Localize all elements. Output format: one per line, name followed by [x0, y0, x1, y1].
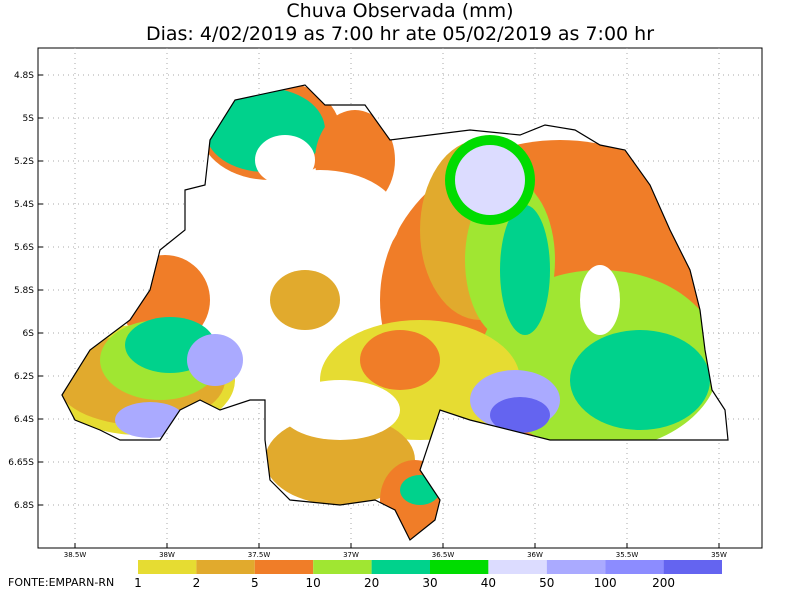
legend: 1 2 5 10 20 30 40 50 100 200 — [134, 560, 722, 590]
lon-label: 36W — [527, 551, 543, 559]
lon-label: 35.5W — [616, 551, 639, 559]
legend-label: 200 — [652, 576, 675, 590]
legend-label: 30 — [422, 576, 437, 590]
lat-label: 6.4S — [14, 415, 34, 425]
legend-swatch — [546, 560, 606, 574]
axis-labels: 4.8S 5S 5.2S 5.4S 5.6S 5.8S 6S 6.2S 6.4S 6.65S 6.8… — [8, 71, 727, 559]
lon-label: 37W — [343, 551, 359, 559]
legend-label: 50 — [539, 576, 554, 590]
lat-label: 4.8S — [14, 71, 34, 81]
lon-label: 35W — [711, 551, 727, 559]
lon-label: 38.5W — [64, 551, 87, 559]
lat-label: 6.2S — [14, 372, 34, 382]
legend-swatch — [138, 560, 197, 574]
lat-label: 5.6S — [14, 243, 34, 253]
legend-swatch — [313, 560, 372, 574]
legend-label: 20 — [364, 576, 379, 590]
legend-swatch — [254, 560, 314, 574]
lat-label: 5.4S — [14, 200, 34, 210]
lat-label: 6.8S — [14, 501, 34, 511]
legend-label: 100 — [594, 576, 617, 590]
lat-label: 5.8S — [14, 286, 34, 296]
legend-swatch — [605, 560, 664, 574]
lon-label: 36.5W — [432, 551, 455, 559]
lat-label: 6S — [23, 329, 35, 339]
legend-swatch — [196, 560, 255, 574]
lat-label: 5.2S — [14, 157, 34, 167]
lat-label: 5S — [23, 114, 35, 124]
title: Chuva Observada (mm) — [286, 0, 513, 22]
legend-label: 40 — [481, 576, 496, 590]
lon-label: 37.5W — [248, 551, 271, 559]
lon-label: 38W — [159, 551, 175, 559]
legend-label: 5 — [251, 576, 259, 590]
legend-swatch — [371, 560, 430, 574]
legend-swatch — [488, 560, 547, 574]
legend-label: 1 — [134, 576, 142, 590]
source: FONTE:EMPARN-RN — [8, 576, 114, 589]
subtitle: Dias: 4/02/2019 as 7:00 hr ate 05/02/201… — [146, 23, 654, 45]
lat-label: 6.65S — [8, 458, 34, 468]
legend-label: 2 — [193, 576, 201, 590]
legend-label: 10 — [306, 576, 321, 590]
rain-zones — [62, 85, 728, 540]
legend-swatch — [430, 560, 489, 574]
legend-swatch — [663, 560, 722, 574]
